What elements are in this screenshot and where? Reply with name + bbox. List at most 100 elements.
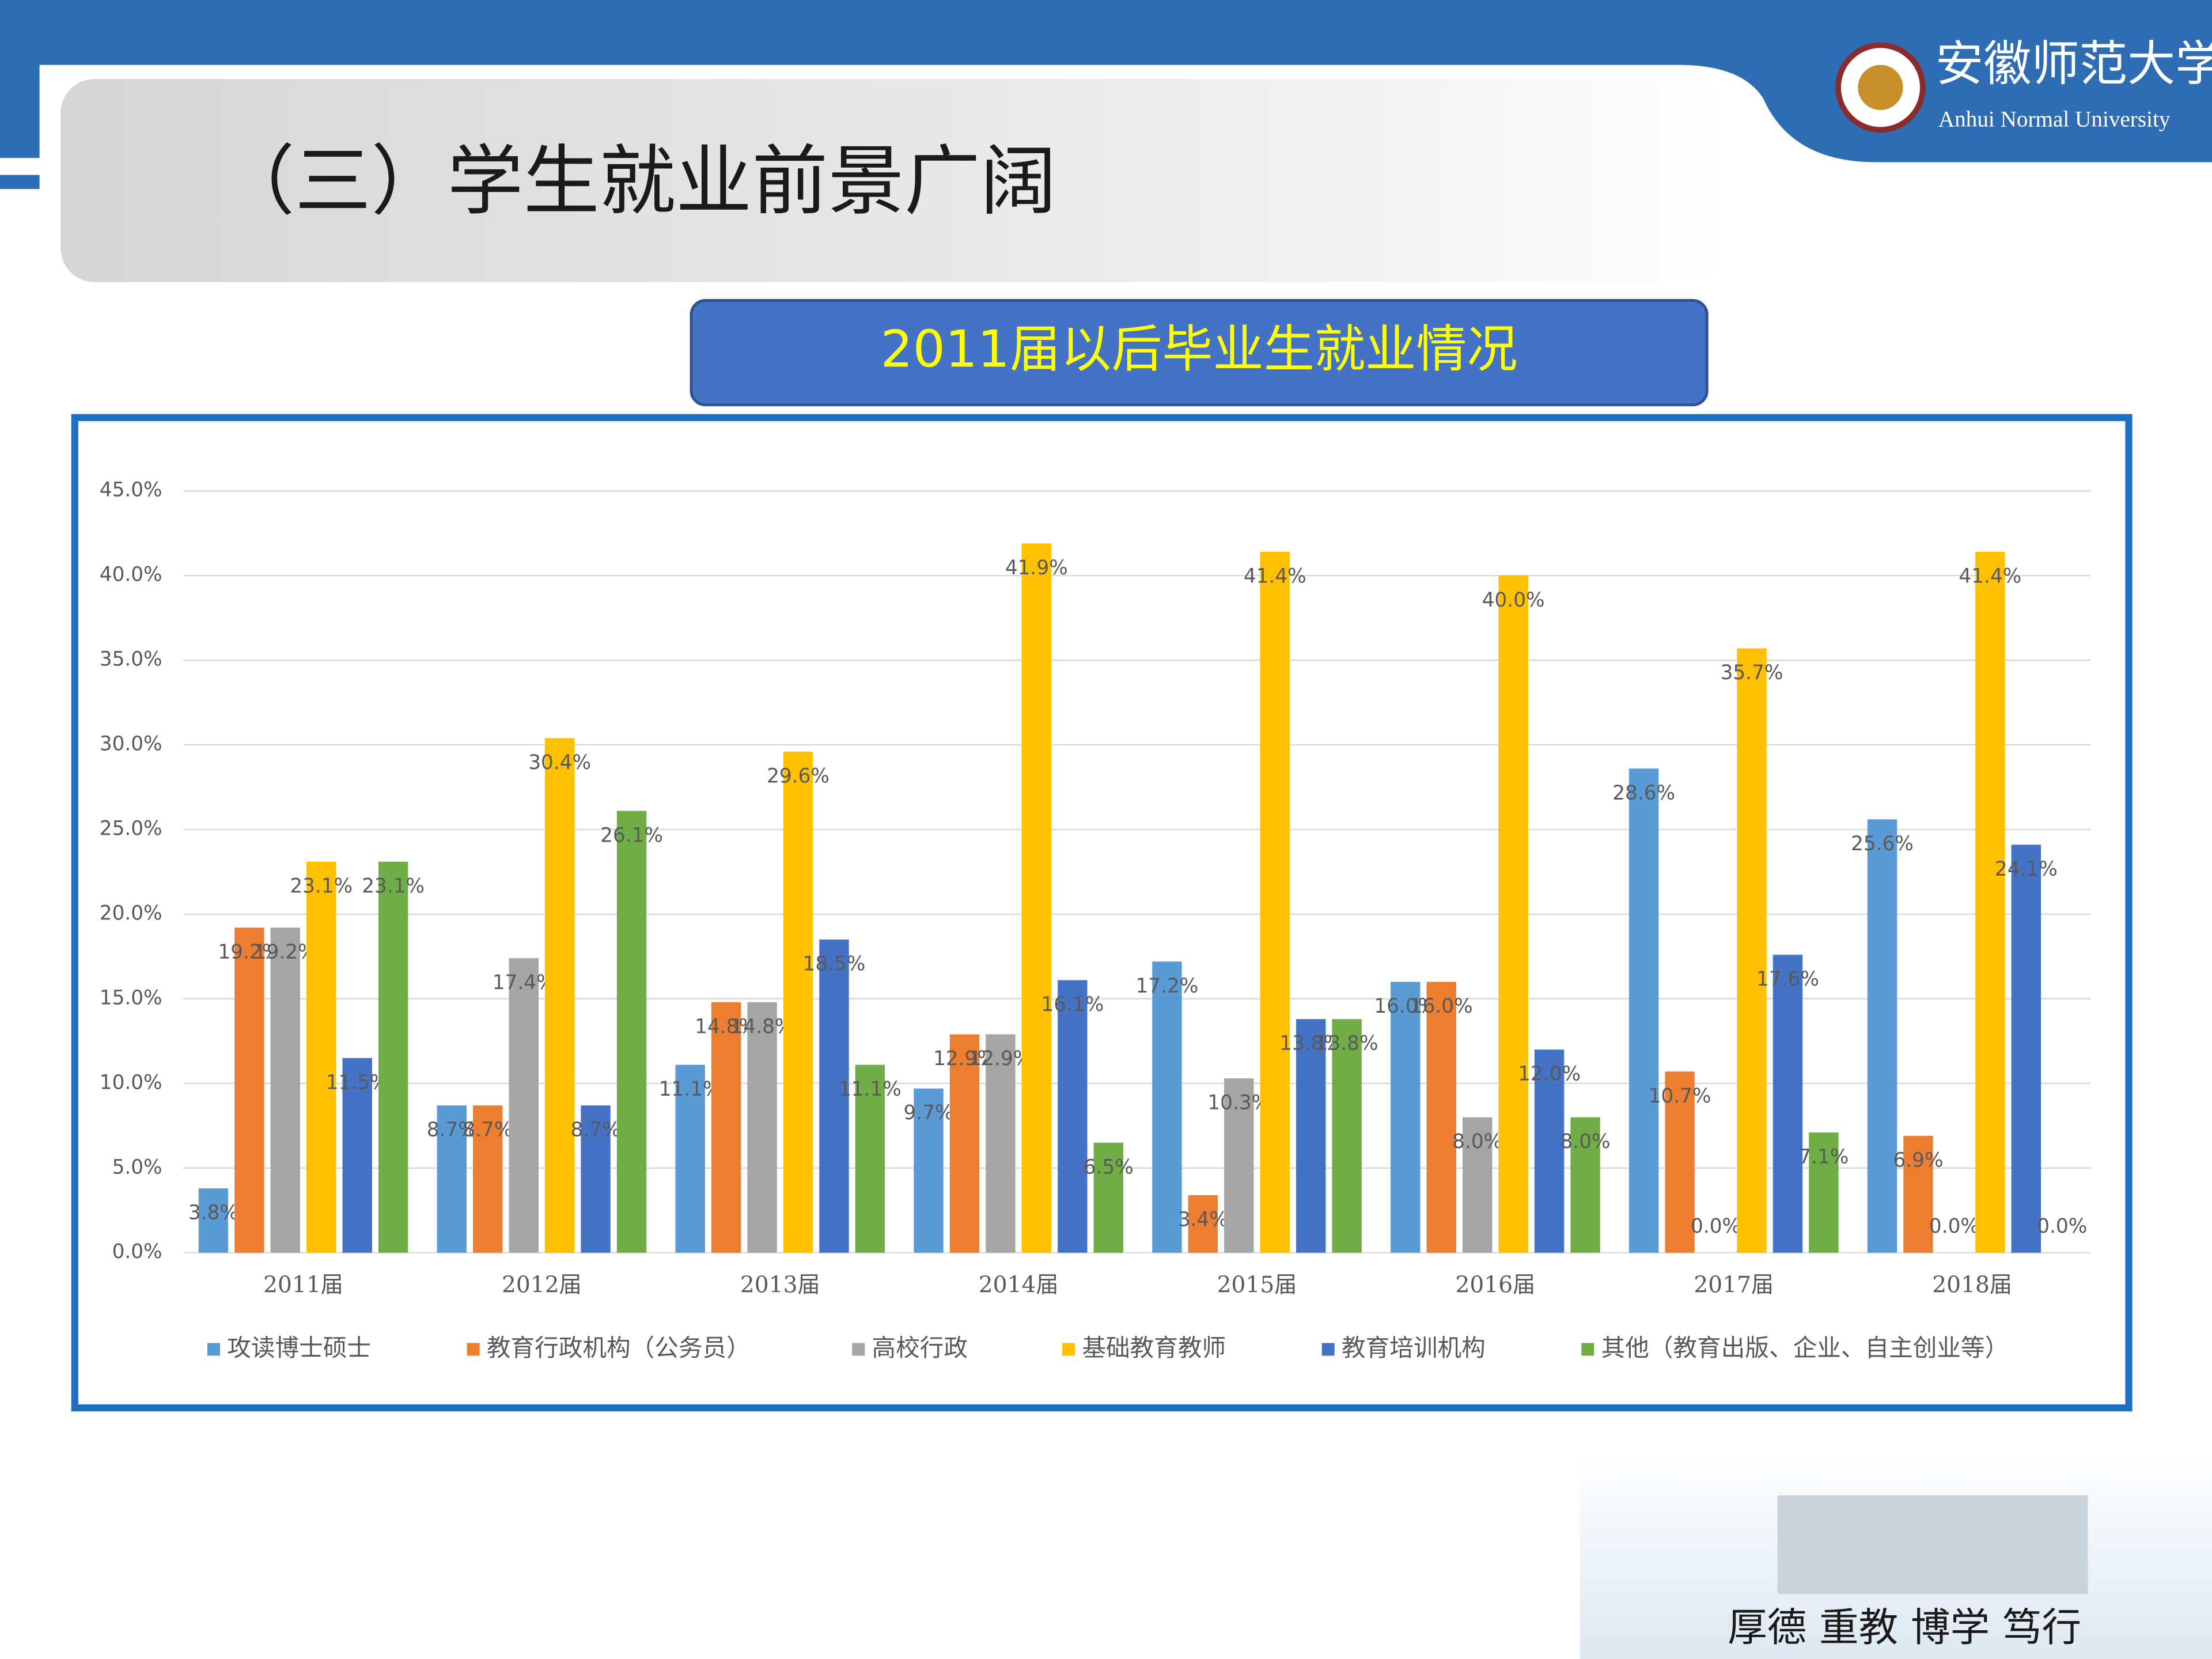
value-label: 8.7% bbox=[463, 1119, 513, 1142]
value-label: 3.8% bbox=[188, 1202, 238, 1225]
y-tick-label: 20.0% bbox=[100, 902, 162, 925]
legend-label: 攻读博士硕士 bbox=[227, 1334, 371, 1362]
legend-label: 基础教育教师 bbox=[1082, 1334, 1226, 1362]
top-band bbox=[0, 0, 2212, 162]
chart-banner bbox=[690, 299, 1709, 407]
legend-label: 教育培训机构 bbox=[1342, 1334, 1486, 1362]
bar bbox=[711, 1002, 741, 1253]
bar bbox=[783, 751, 813, 1253]
value-label: 35.7% bbox=[1721, 661, 1783, 684]
x-tick-label: 2014届 bbox=[979, 1272, 1059, 1298]
legend-swatch bbox=[852, 1343, 865, 1356]
x-tick-label: 2011届 bbox=[263, 1272, 343, 1298]
value-label: 12.9% bbox=[933, 1047, 996, 1070]
value-label: 8.0% bbox=[1452, 1130, 1502, 1153]
value-label: 10.7% bbox=[1649, 1085, 1711, 1108]
bar bbox=[509, 958, 539, 1253]
value-label: 29.6% bbox=[767, 764, 830, 787]
bar bbox=[1224, 1078, 1254, 1253]
bar bbox=[819, 940, 849, 1253]
bar bbox=[473, 1105, 503, 1253]
bar bbox=[342, 1058, 372, 1253]
plot: 0.0% 5.0% 10.0% 15.0% 20.0% 25.0% 30.0% 35.0% 40… bbox=[100, 479, 2091, 1362]
bar bbox=[1498, 575, 1528, 1253]
legend-swatch bbox=[1062, 1343, 1075, 1356]
value-label: 19.2% bbox=[218, 941, 281, 964]
y-tick-label: 0.0% bbox=[112, 1240, 162, 1263]
bar bbox=[378, 861, 408, 1253]
bar bbox=[270, 927, 301, 1253]
value-label: 41.4% bbox=[1244, 565, 1306, 588]
value-label: 18.5% bbox=[803, 953, 866, 976]
bar bbox=[1296, 1019, 1326, 1253]
y-tick-label: 15.0% bbox=[100, 986, 162, 1009]
value-label: 16.1% bbox=[1041, 993, 1104, 1016]
value-label: 6.5% bbox=[1084, 1156, 1134, 1179]
bar bbox=[437, 1105, 467, 1253]
motto: 厚德 重教 博学 笃行 bbox=[1728, 1605, 2081, 1651]
bar bbox=[1058, 980, 1088, 1253]
chart-title: 2011届以后毕业生就业情况 bbox=[881, 320, 1518, 379]
bar bbox=[2011, 844, 2041, 1253]
value-label: 3.4% bbox=[1178, 1208, 1228, 1231]
value-label: 40.0% bbox=[1482, 589, 1545, 612]
legend-swatch bbox=[1321, 1343, 1335, 1356]
x-tick-label: 2018届 bbox=[1932, 1272, 2012, 1298]
value-label: 41.9% bbox=[1005, 556, 1068, 579]
value-label: 41.4% bbox=[1959, 565, 2021, 588]
value-label: 23.1% bbox=[362, 874, 425, 897]
bar bbox=[1534, 1050, 1565, 1253]
value-label: 8.0% bbox=[1560, 1130, 1611, 1153]
y-tick-label: 10.0% bbox=[100, 1071, 162, 1094]
bar bbox=[1737, 648, 1767, 1253]
bar bbox=[616, 810, 647, 1253]
value-label: 23.1% bbox=[290, 874, 353, 897]
x-tick-label: 2015届 bbox=[1217, 1272, 1297, 1298]
bar bbox=[544, 738, 575, 1253]
y-tick-label: 25.0% bbox=[100, 817, 162, 840]
accent bbox=[0, 175, 40, 190]
value-label: 24.1% bbox=[1995, 858, 2058, 881]
logo-name: 安徽师范大学 bbox=[1936, 36, 2212, 92]
bar bbox=[1772, 955, 1803, 1253]
bar bbox=[1867, 819, 1897, 1253]
value-label: 12.0% bbox=[1518, 1063, 1581, 1086]
bar bbox=[675, 1065, 705, 1253]
legend-label: 高校行政 bbox=[872, 1334, 968, 1362]
x-tick-label: 2017届 bbox=[1694, 1272, 1774, 1298]
legend-label: 教育行政机构（公务员） bbox=[487, 1334, 751, 1362]
value-label: 11.1% bbox=[659, 1078, 722, 1101]
value-label: 25.6% bbox=[1851, 832, 1914, 855]
bar bbox=[1570, 1117, 1600, 1253]
value-label: 8.7% bbox=[427, 1119, 477, 1142]
x-tick-label: 2012届 bbox=[502, 1272, 582, 1298]
value-label: 16.0% bbox=[1410, 995, 1473, 1018]
value-label: 9.7% bbox=[904, 1101, 954, 1124]
bar bbox=[1975, 552, 2005, 1253]
value-label: 28.6% bbox=[1612, 782, 1675, 805]
value-label: 13.8% bbox=[1316, 1032, 1378, 1055]
bar bbox=[1021, 543, 1052, 1253]
value-label: 11.1% bbox=[839, 1078, 902, 1101]
value-label: 11.5% bbox=[326, 1071, 389, 1094]
value-label: 12.9% bbox=[969, 1047, 1032, 1070]
bar bbox=[1903, 1135, 1933, 1253]
title-box bbox=[60, 79, 1726, 282]
y-tick-label: 5.0% bbox=[112, 1156, 162, 1179]
value-label: 30.4% bbox=[528, 751, 591, 774]
value-label: 16.0% bbox=[1374, 995, 1437, 1018]
value-label: 17.2% bbox=[1135, 975, 1198, 998]
value-label: 8.7% bbox=[571, 1119, 621, 1142]
bar bbox=[234, 927, 264, 1253]
y-tick-label: 45.0% bbox=[100, 479, 162, 502]
value-label: 17.6% bbox=[1756, 968, 1819, 991]
bar bbox=[1809, 1132, 1839, 1253]
bar bbox=[747, 1002, 777, 1253]
legend-swatch bbox=[1581, 1343, 1594, 1356]
slide-title: （三）学生就业前景广阔 bbox=[219, 137, 1057, 226]
value-label: 0.0% bbox=[1929, 1215, 1979, 1238]
value-label: 13.8% bbox=[1279, 1032, 1342, 1055]
bar bbox=[1628, 768, 1659, 1253]
y-tick-label: 30.0% bbox=[100, 733, 162, 756]
